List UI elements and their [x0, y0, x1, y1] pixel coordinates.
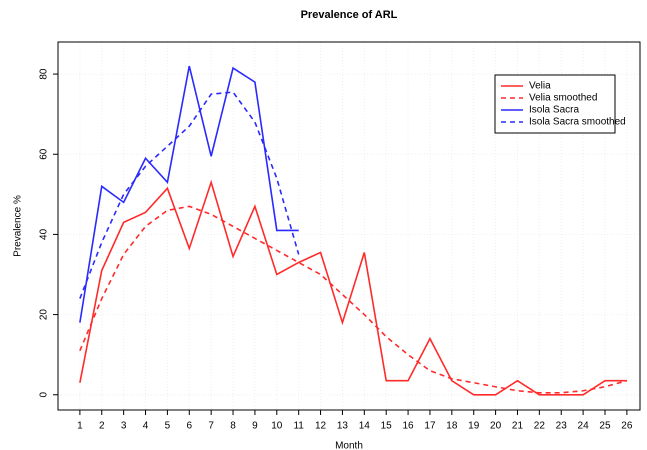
x-tick-label: 4	[143, 421, 149, 432]
chart-title: Prevalence of ARL	[301, 9, 398, 21]
x-tick-label: 16	[403, 421, 415, 432]
y-tick-label: 0	[39, 392, 50, 398]
x-tick-label: 26	[621, 421, 633, 432]
x-tick-label: 17	[424, 421, 436, 432]
y-tick-label: 20	[39, 309, 50, 321]
x-tick-label: 6	[186, 421, 192, 432]
x-tick-label: 2	[99, 421, 105, 432]
legend-box	[494, 74, 616, 134]
legend-label: Isola Sacra smoothed	[529, 117, 626, 128]
legend-label: Velia	[529, 81, 551, 92]
legend-label: Isola Sacra	[529, 105, 579, 116]
x-tick-label: 23	[556, 421, 568, 432]
x-tick-label: 19	[468, 421, 480, 432]
y-tick-label: 80	[39, 68, 50, 80]
x-tick-label: 3	[121, 421, 127, 432]
x-tick-label: 8	[230, 421, 236, 432]
x-tick-label: 11	[293, 421, 304, 432]
x-tick-label: 10	[271, 421, 283, 432]
x-tick-label: 20	[490, 421, 502, 432]
x-tick-label: 25	[599, 421, 611, 432]
data-line	[79, 91, 300, 299]
data-line	[79, 205, 628, 394]
y-tick-label: 40	[39, 228, 50, 240]
x-tick-label: 1	[77, 421, 83, 432]
x-tick-label: 15	[381, 421, 393, 432]
x-tick-label: 24	[578, 421, 590, 432]
x-tick-label: 21	[512, 421, 524, 432]
x-tick-label: 5	[165, 421, 171, 432]
x-tick-label: 9	[252, 421, 258, 432]
plot-frame	[57, 41, 641, 411]
y-tick-label: 60	[39, 148, 50, 160]
data-line	[79, 65, 299, 323]
legend-label: Velia smoothed	[529, 93, 597, 104]
x-tick-label: 12	[315, 421, 327, 432]
data-line	[79, 179, 627, 396]
x-tick-label: 14	[359, 421, 371, 432]
x-tick-label: 18	[446, 421, 458, 432]
y-axis-label: Prevalence %	[13, 195, 24, 257]
x-tick-label: 7	[208, 421, 214, 432]
x-tick-label: 13	[337, 421, 349, 432]
x-tick-label: 22	[534, 421, 546, 432]
x-axis-label: Month	[335, 441, 363, 450]
